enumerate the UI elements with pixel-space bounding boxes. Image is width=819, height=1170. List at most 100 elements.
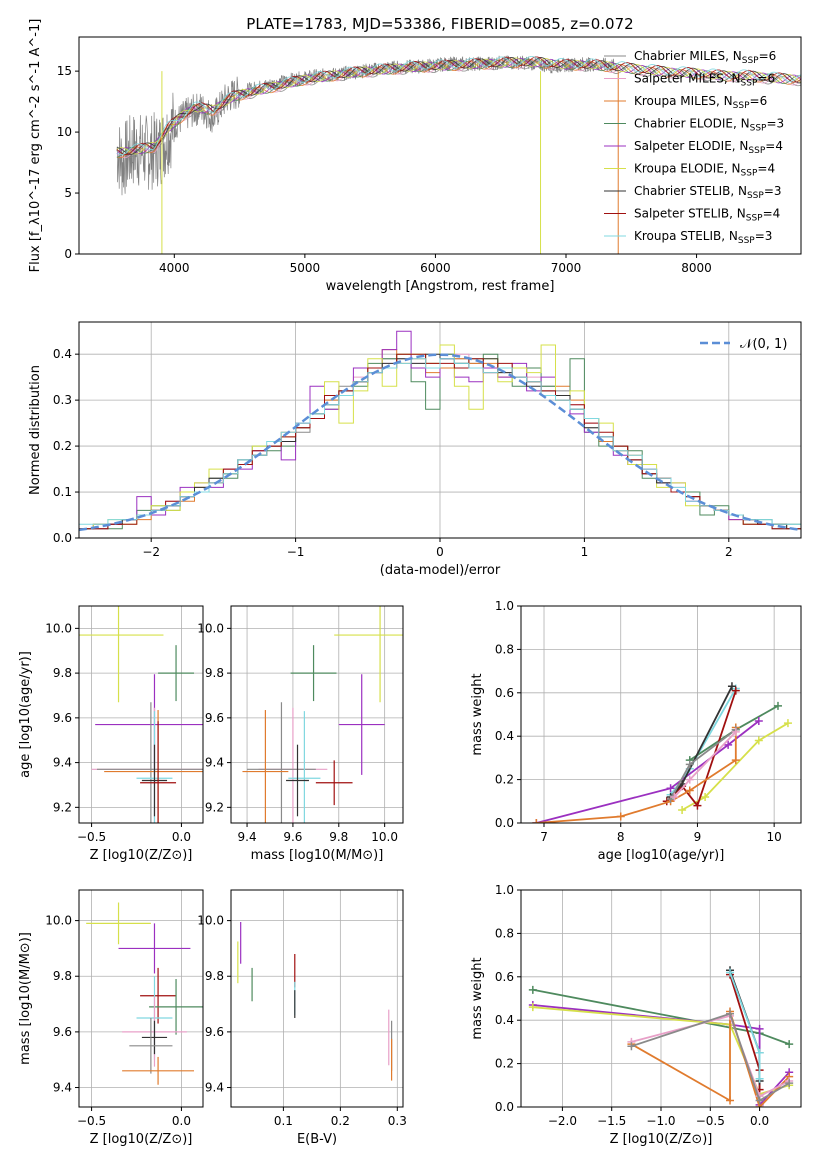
- y-tick-label: 10.0: [45, 914, 72, 928]
- legend-label-6: Chabrier STELIB, NSSP=3: [634, 184, 782, 201]
- legend-count: =6: [750, 94, 768, 108]
- plot-area: [532, 682, 792, 823]
- y-tick-label: 9.4: [53, 1081, 72, 1095]
- weight-marker: [754, 736, 763, 745]
- legend-label-0: Chabrier MILES, NSSP=6: [634, 49, 776, 66]
- x-tick-label: 8: [617, 830, 625, 844]
- legend-subscript: SSP: [733, 101, 750, 111]
- weight-line-0: [681, 722, 789, 811]
- weight-marker: [755, 1096, 764, 1105]
- plot-area: [79, 606, 203, 823]
- weight-marker: [731, 727, 740, 736]
- plot-area: [116, 55, 801, 254]
- x-tick-label: −0.5: [696, 1114, 725, 1128]
- weight-marker: [726, 968, 735, 977]
- x-tick-label: −1.5: [597, 1114, 626, 1128]
- legend-count: =3: [764, 184, 782, 198]
- y-axis-label: mass weight: [470, 673, 485, 755]
- model-line-8: [116, 55, 801, 156]
- weight-line-6: [536, 727, 737, 823]
- y-tick-label: 10.0: [197, 621, 224, 635]
- legend-subscript: SSP: [741, 79, 758, 89]
- y-tick-label: 0.0: [495, 816, 514, 830]
- legend-subscript: SSP: [750, 124, 767, 134]
- legend-gaussian-label: 𝒩(0, 1): [740, 337, 787, 352]
- x-tick-label: −2: [142, 545, 160, 559]
- weight-marker: [616, 812, 625, 821]
- weight-marker: [670, 792, 679, 801]
- weight-marker: [693, 801, 702, 810]
- axes-frame: [230, 889, 404, 1108]
- x-tick-label: 10: [767, 830, 782, 844]
- weight-marker: [755, 1024, 764, 1033]
- weight-marker: [773, 701, 782, 710]
- weight-marker: [666, 784, 675, 793]
- legend-subscript: SSP: [748, 146, 765, 156]
- legend-label-4: Salpeter ELODIE, NSSP=4: [634, 139, 783, 156]
- weight-marker: [685, 775, 694, 784]
- y-tick-label: 0: [64, 247, 72, 261]
- weight-marker: [528, 985, 537, 994]
- x-axis-label: mass [log10(M/M⊙)]: [251, 848, 384, 863]
- legend-subscript: SSP: [742, 56, 759, 66]
- x-tick-label: 9.8: [329, 830, 348, 844]
- plot-area: [242, 606, 403, 823]
- y-tick-label: 9.6: [53, 1025, 72, 1039]
- panel-residual-histogram: 𝒩(0, 1) −2 −1 0 1 2 0.0 0.1 0.2 0.3 0.4 (data-model…: [28, 321, 802, 578]
- y-tick-label: 0.2: [53, 439, 72, 453]
- x-tick-label: 0: [436, 545, 444, 559]
- plot-area: [86, 902, 203, 1085]
- y-tick-label: 0.8: [495, 642, 514, 656]
- axes-frame: [78, 605, 204, 824]
- model-line-4: [116, 57, 801, 155]
- y-tick-label: 9.6: [53, 711, 72, 725]
- legend-count: =3: [755, 229, 773, 243]
- legend-label-5: Kroupa ELODIE, NSSP=4: [634, 162, 775, 179]
- legend-count: =6: [759, 49, 777, 63]
- model-line-1: [116, 59, 801, 159]
- y-tick-label: 9.4: [53, 756, 72, 770]
- weight-marker: [731, 686, 740, 695]
- x-tick-label: 9.6: [283, 830, 302, 844]
- weight-marker: [532, 819, 541, 823]
- legend-count: =6: [757, 72, 775, 86]
- y-tick-label: 10: [57, 125, 72, 139]
- x-tick-label: 9: [694, 830, 702, 844]
- y-tick-label: 0.0: [495, 1100, 514, 1114]
- y-tick-label: 0.2: [495, 1057, 514, 1071]
- weight-marker: [754, 717, 763, 726]
- panel-weight-vs-age: 7 8 9 10 0.0 0.2 0.4 0.6 0.8 1.0 age [log10(age/yr…: [470, 599, 802, 863]
- legend-label-2: Kroupa MILES, NSSP=6: [634, 94, 767, 111]
- x-axis-label: Z [log10(Z/Z⊙)]: [610, 1132, 713, 1147]
- weight-marker: [727, 682, 736, 691]
- weight-marker: [785, 1079, 794, 1088]
- legend-subscript: SSP: [738, 236, 755, 246]
- weight-marker: [755, 1074, 764, 1083]
- y-tick-label: 15: [57, 64, 72, 78]
- y-tick-label: 0.6: [495, 970, 514, 984]
- plot-area: [237, 921, 393, 1081]
- model-line-5: [116, 57, 801, 155]
- legend-subscript: SSP: [746, 214, 763, 224]
- y-tick-label: 10.0: [45, 621, 72, 635]
- weight-marker: [627, 1042, 636, 1051]
- data-spectrum-line: [116, 55, 619, 196]
- x-axis-label: E(B-V): [297, 1132, 337, 1147]
- model-line-6: [116, 57, 801, 155]
- y-tick-label: 0.8: [495, 926, 514, 940]
- y-tick-label: 5: [64, 186, 72, 200]
- y-tick-label: 10.0: [197, 914, 224, 928]
- axes-frame: [78, 889, 204, 1108]
- legend-subscript: SSP: [741, 169, 758, 179]
- y-tick-label: 1.0: [495, 599, 514, 613]
- y-tick-label: 9.8: [53, 666, 72, 680]
- y-tick-label: 9.6: [205, 1025, 224, 1039]
- weight-marker: [731, 756, 740, 765]
- y-axis-label: Normed distribution: [28, 365, 43, 495]
- y-tick-label: 9.4: [205, 756, 224, 770]
- legend-label-8: Kroupa STELIB, NSSP=3: [634, 229, 772, 246]
- legend-count: =4: [765, 139, 783, 153]
- panel-spectrum: Chabrier MILES, NSSP=6 Salpeter MILES, NS…: [28, 19, 802, 294]
- panel-weight-vs-z: −2.0 −1.5 −1.0 −0.5 0.0 0.0 0.2 0.4 0.6 0.8 1.0 Z […: [470, 883, 802, 1147]
